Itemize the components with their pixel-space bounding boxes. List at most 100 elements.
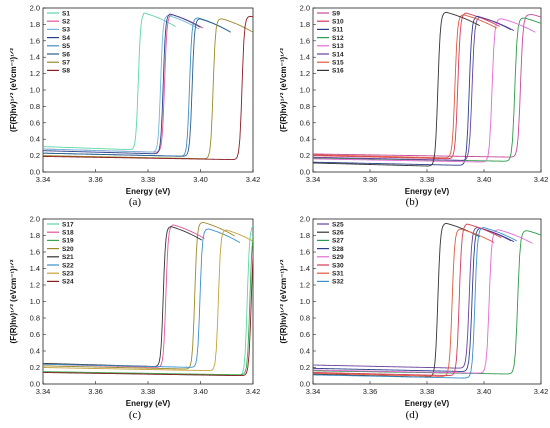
y-tick-label: 1.6 (300, 248, 310, 257)
y-tick-label: 0.6 (300, 330, 310, 339)
legend-label: S17 (62, 221, 74, 228)
legend-label: S1 (62, 10, 70, 17)
legend-label: S32 (332, 279, 344, 286)
panel-label: (a) (129, 196, 142, 208)
legend-label: S21 (62, 254, 74, 261)
series-group (313, 222, 541, 379)
legend-label: S7 (62, 60, 70, 67)
series-line-S15 (313, 14, 498, 159)
legend-label: S11 (332, 27, 344, 34)
y-tick-label: 0.2 (30, 363, 40, 372)
y-axis-title: (F(R)hν)¹ᐟ² (eVcm⁻¹)¹ᐟ² (279, 48, 288, 132)
y-tick-label: 1.6 (30, 248, 40, 257)
legend-label: S26 (332, 230, 344, 237)
panel-label: (c) (129, 409, 142, 421)
y-tick-label: 1.6 (300, 36, 310, 45)
chart-panel-4: 0.0 0.2 0.4 0.6 0.8 1.0 1.2 1.4 1.6 1.8 2.0 3.34 3.3… (279, 215, 548, 422)
series-line-S19 (43, 236, 253, 376)
legend-label: S29 (332, 254, 344, 261)
series-line-S20 (43, 221, 235, 370)
series-line-S29 (313, 229, 533, 374)
legend-label: S2 (62, 19, 70, 26)
series-line-S6 (43, 18, 231, 157)
y-tick-label: 1.2 (30, 281, 40, 290)
legend-label: S20 (62, 246, 74, 253)
y-tick-label: 1.2 (300, 281, 310, 290)
plot-frame (312, 7, 542, 173)
legend-label: S24 (62, 279, 74, 286)
series-line-S3 (43, 14, 200, 153)
series-line-S17 (43, 225, 253, 377)
x-tick-label: 3.36 (363, 387, 378, 396)
legend-label: S15 (332, 60, 344, 67)
legend-label: S31 (332, 271, 344, 278)
x-tick-label: 3.36 (363, 175, 378, 184)
legend-label: S23 (62, 271, 74, 278)
panel-label: (d) (406, 409, 419, 421)
legend-label: S22 (62, 262, 74, 269)
y-tick-label: 2.0 (30, 215, 40, 224)
x-axis-title: Energy (eV) (126, 399, 171, 408)
legend-label: S19 (62, 238, 74, 245)
x-tick-label: 3.34 (36, 387, 51, 396)
y-tick-label: 0.4 (30, 135, 40, 144)
legend-label: S5 (62, 43, 70, 50)
series-group (313, 11, 541, 167)
series-group (43, 221, 253, 377)
x-tick-label: 3.42 (534, 175, 549, 184)
series-line-S31 (313, 228, 495, 377)
y-tick-label: 0.0 (30, 168, 40, 177)
y-tick-label: 2.0 (30, 4, 40, 13)
y-tick-label: 0.4 (300, 347, 310, 356)
y-tick-label: 1.8 (30, 231, 40, 240)
y-tick-label: 0.8 (300, 314, 310, 323)
legend-label: S10 (332, 19, 344, 26)
legend-label: S4 (62, 35, 70, 42)
legend-label: S13 (332, 43, 344, 50)
series-line-S14 (313, 16, 515, 161)
y-tick-label: 0.2 (300, 151, 310, 160)
x-tick-label: 3.40 (193, 387, 208, 396)
x-axis-title: Energy (eV) (126, 187, 171, 196)
panel-label: (b) (406, 196, 419, 208)
series-group (43, 12, 253, 160)
y-axis-title: (F(R)hν)¹ᐟ² (eVcm⁻¹)¹ᐟ² (9, 259, 18, 343)
y-tick-label: 0.4 (300, 135, 310, 144)
x-tick-label: 3.36 (88, 387, 103, 396)
x-tick-label: 3.38 (141, 175, 156, 184)
legend-label: S18 (62, 230, 74, 237)
y-tick-label: 0.2 (30, 151, 40, 160)
y-tick-label: 0.6 (30, 330, 40, 339)
x-tick-label: 3.38 (420, 387, 435, 396)
legend-label: S28 (332, 246, 344, 253)
series-line-S8 (43, 15, 253, 160)
x-tick-label: 3.36 (88, 175, 103, 184)
y-tick-label: 0.8 (300, 102, 310, 111)
legend-label: S6 (62, 51, 70, 58)
y-tick-label: 0.0 (300, 168, 310, 177)
x-axis-title: Energy (eV) (405, 187, 450, 196)
legend-label: S30 (332, 262, 344, 269)
y-tick-label: 1.8 (300, 20, 310, 29)
x-tick-label: 3.38 (141, 387, 156, 396)
chart-panel-2: 0.0 0.2 0.4 0.6 0.8 1.0 1.2 1.4 1.6 1.8 2.0 3.34 3.3… (279, 4, 548, 209)
x-tick-label: 3.42 (534, 387, 549, 396)
x-tick-label: 3.40 (477, 387, 492, 396)
series-line-S13 (313, 18, 536, 163)
legend-label: S9 (332, 10, 340, 17)
legend-label: S3 (62, 27, 70, 34)
y-tick-label: 2.0 (300, 215, 310, 224)
series-line-S1 (43, 12, 176, 151)
y-tick-label: 0.6 (300, 118, 310, 127)
series-line-S5 (43, 17, 230, 157)
legend-label: S27 (332, 238, 344, 245)
y-tick-label: 0.2 (300, 363, 310, 372)
y-tick-label: 1.4 (300, 264, 310, 273)
x-tick-label: 3.34 (306, 175, 321, 184)
series-line-S32 (313, 227, 517, 379)
